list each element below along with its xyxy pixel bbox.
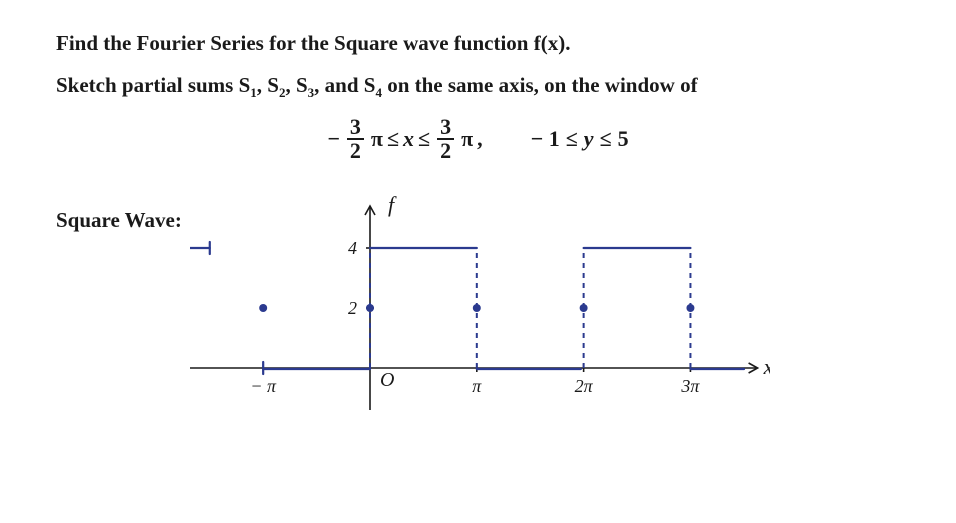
var-y: y bbox=[584, 126, 594, 152]
den2: 2 bbox=[437, 140, 454, 162]
svg-text:− π: − π bbox=[250, 376, 277, 396]
ylo: − 1 bbox=[531, 126, 560, 152]
x-range: − 3 2 π ≤ x ≤ 3 2 π , bbox=[327, 116, 482, 162]
t2b: , S bbox=[257, 73, 279, 97]
frac-3-2-a: 3 2 bbox=[347, 116, 364, 162]
num1: 3 bbox=[347, 116, 364, 140]
prompt-line-2: Sketch partial sums S1, S2, S3, and S4 o… bbox=[56, 70, 900, 103]
page: Find the Fourier Series for the Square w… bbox=[0, 0, 956, 523]
plot-content: 2 4 − π π 2π 3π Of x bbox=[190, 192, 770, 410]
prompt-line-1: Find the Fourier Series for the Square w… bbox=[56, 28, 900, 60]
num2: 3 bbox=[437, 116, 454, 140]
square-wave-plot: 2 4 − π π 2π 3π Of x bbox=[190, 188, 770, 438]
t2d: , and S bbox=[314, 73, 375, 97]
le2: ≤ bbox=[418, 126, 430, 152]
svg-text:4: 4 bbox=[348, 238, 357, 258]
square-wave-label: Square Wave: bbox=[56, 188, 182, 233]
frac-3-2-b: 3 2 bbox=[437, 116, 454, 162]
den1: 2 bbox=[347, 140, 364, 162]
neg-sign: − bbox=[327, 126, 340, 152]
svg-text:x: x bbox=[762, 354, 769, 379]
var-x: x bbox=[403, 126, 414, 152]
t2e: on the same axis, on the window of bbox=[382, 73, 698, 97]
svg-text:f: f bbox=[388, 192, 397, 217]
pi1: π bbox=[371, 126, 383, 152]
svg-text:O: O bbox=[380, 369, 394, 391]
square-wave-row: Square Wave: 2 4 − π π 2π 3π Of x bbox=[56, 188, 900, 438]
le4: ≤ bbox=[600, 126, 612, 152]
y-range: − 1 ≤ y ≤ 5 bbox=[531, 126, 629, 152]
le1: ≤ bbox=[387, 126, 399, 152]
comma: , bbox=[477, 126, 483, 152]
yhi: 5 bbox=[618, 126, 629, 152]
svg-text:2π: 2π bbox=[574, 376, 593, 396]
window-range: − 3 2 π ≤ x ≤ 3 2 π , − 1 ≤ y ≤ 5 bbox=[56, 116, 900, 162]
pi2: π bbox=[461, 126, 473, 152]
t2c: , S bbox=[285, 73, 307, 97]
svg-text:π: π bbox=[472, 376, 482, 396]
svg-text:2: 2 bbox=[348, 298, 357, 318]
t2a: Sketch partial sums S bbox=[56, 73, 250, 97]
svg-text:3π: 3π bbox=[680, 376, 700, 396]
le3: ≤ bbox=[566, 126, 578, 152]
